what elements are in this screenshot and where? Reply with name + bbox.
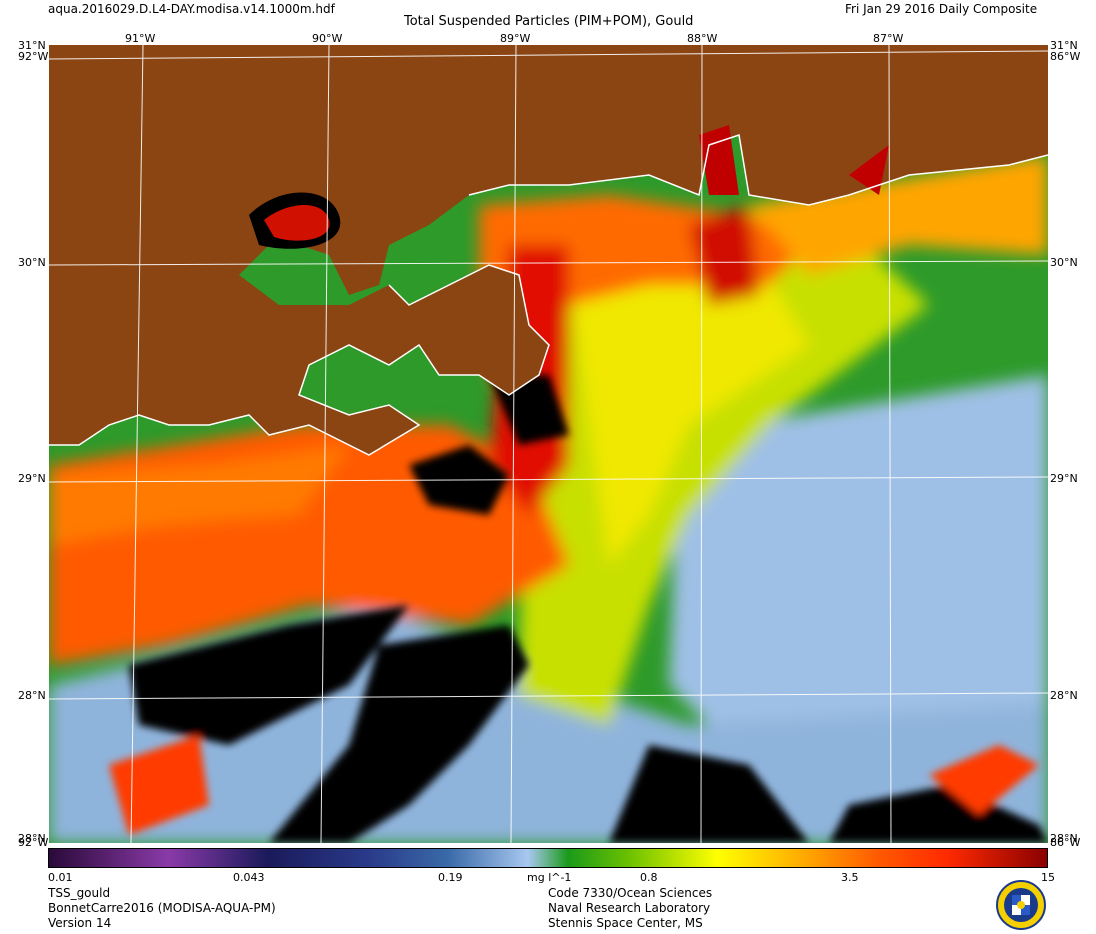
file-name: aqua.2016029.D.L4-DAY.modisa.v14.1000m.h…	[48, 2, 335, 16]
corner-lat-bl: 28°N	[18, 832, 46, 845]
corner-lon-tl: 92°W	[18, 50, 49, 63]
satellite-map[interactable]	[49, 45, 1048, 843]
corner-lon-bl: 92°W	[18, 836, 49, 849]
lon-label-89w: 89°W	[500, 32, 531, 45]
footer-location: Stennis Space Center, MS	[548, 916, 703, 930]
composite-date: Fri Jan 29 2016 Daily Composite	[845, 2, 1038, 16]
footer-product-code: TSS_gould	[48, 886, 111, 900]
lon-label-90w: 90°W	[312, 32, 343, 45]
lat-label-29n-right: 29°N	[1050, 472, 1078, 485]
colorbar-units: mg l^-1	[527, 871, 572, 884]
lon-label-88w: 88°W	[687, 32, 718, 45]
nrl-seal-icon	[996, 880, 1046, 930]
footer-lab: Naval Research Laboratory	[548, 901, 711, 915]
corner-lat-tl: 31°N	[18, 39, 46, 52]
tss-map-image	[49, 45, 1048, 843]
colorbar-tick-2: 0.19	[438, 871, 463, 884]
footer-code: Code 7330/Ocean Sciences	[548, 886, 713, 900]
lat-label-30n-left: 30°N	[18, 256, 46, 269]
lat-label-29n-left: 29°N	[18, 472, 46, 485]
footer-project: BonnetCarre2016 (MODISA-AQUA-PM)	[48, 901, 276, 915]
corner-lon-tr: 86°W	[1050, 50, 1081, 63]
map-title: Total Suspended Particles (PIM+POM), Gou…	[404, 14, 694, 29]
lat-label-28n-left: 28°N	[18, 689, 46, 702]
corner-lon-br: 86°W	[1050, 836, 1081, 849]
corner-lat-br: 28°N	[1050, 832, 1078, 845]
colorbar-tick-3: 0.8	[640, 871, 658, 884]
lat-label-30n-right: 30°N	[1050, 256, 1078, 269]
lon-label-87w: 87°W	[873, 32, 904, 45]
lat-label-28n-right: 28°N	[1050, 689, 1078, 702]
colorbar-tick-4: 3.5	[841, 871, 859, 884]
colorbar-tick-1: 0.043	[233, 871, 265, 884]
corner-lat-tr: 31°N	[1050, 39, 1078, 52]
footer-version: Version 14	[48, 916, 112, 930]
lon-label-91w: 91°W	[125, 32, 156, 45]
colorbar-tick-5: 15	[1041, 871, 1055, 884]
colorbar-tick-0: 0.01	[48, 871, 73, 884]
colorbar	[48, 848, 1048, 868]
